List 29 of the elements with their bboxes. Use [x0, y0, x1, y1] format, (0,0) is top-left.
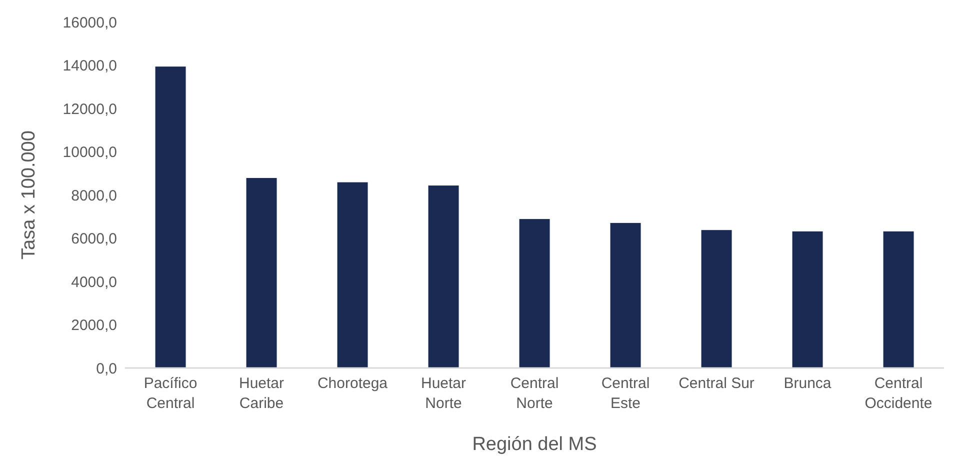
x-tick-label: Central Occidente: [864, 375, 932, 412]
x-tick-label: Huetar Norte: [420, 375, 466, 412]
x-tick-label: Central Sur: [678, 375, 754, 392]
x-tick-label: Brunca: [784, 375, 832, 392]
y-tick-label: 0,0: [96, 360, 117, 378]
bar: [428, 185, 460, 368]
y-tick-label: 14000,0: [62, 58, 117, 75]
x-tick-label: Pacífico Central: [144, 375, 198, 412]
y-tick-label: 6000,0: [71, 230, 117, 248]
y-tick-label: 8000,0: [71, 187, 117, 204]
bar: [336, 182, 368, 368]
x-tick-label: Central Norte: [510, 375, 559, 412]
y-tick-label: 2000,0: [71, 317, 117, 334]
bar: [518, 218, 550, 368]
y-axis-title: Tasa x 100.000: [18, 130, 40, 260]
y-tick-label: 16000,0: [62, 14, 117, 32]
x-axis-title: Región del MS: [472, 434, 597, 455]
x-tick-label: Huetar Caribe: [238, 375, 284, 412]
bar: [610, 222, 642, 368]
y-tick-label: 10000,0: [62, 144, 117, 162]
x-tick-label: Chorotega: [317, 375, 388, 392]
y-tick-label: 12000,0: [62, 100, 117, 118]
bar: [882, 230, 914, 368]
bar: [792, 230, 824, 368]
y-tick-label: 4000,0: [71, 274, 117, 291]
bar: [154, 66, 186, 368]
bar: [246, 177, 278, 368]
x-tick-label: Central Este: [601, 375, 650, 412]
bar: [700, 230, 732, 368]
